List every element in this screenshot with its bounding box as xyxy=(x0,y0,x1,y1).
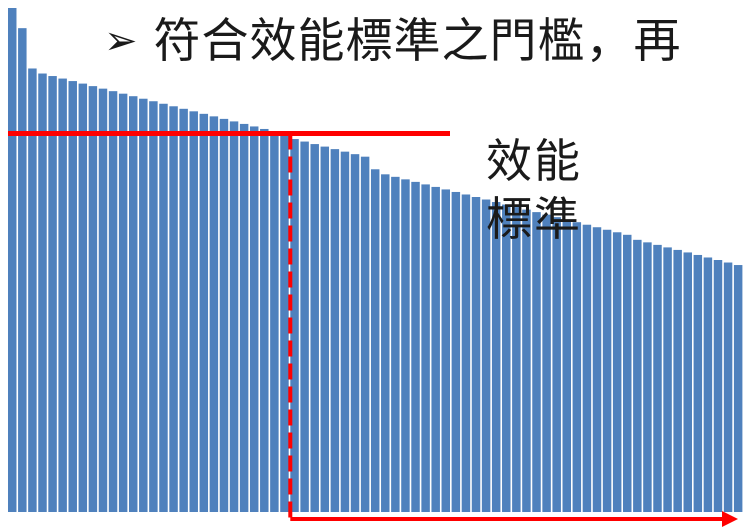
bar xyxy=(270,131,279,513)
bar xyxy=(139,98,148,512)
bar xyxy=(88,86,98,513)
bar xyxy=(118,93,128,513)
bar xyxy=(78,83,88,512)
bar xyxy=(260,128,269,512)
bar xyxy=(713,260,723,512)
headline: ➢ 符合效能標準之門檻，再 xyxy=(104,6,682,76)
bar xyxy=(733,265,743,512)
bar xyxy=(703,257,713,512)
bar xyxy=(421,184,430,512)
bar xyxy=(58,78,67,512)
bar xyxy=(411,181,420,512)
bar xyxy=(98,88,108,512)
bar xyxy=(572,222,582,512)
bar xyxy=(209,116,219,513)
bar xyxy=(643,242,652,513)
bar xyxy=(502,204,511,512)
bar xyxy=(199,113,209,512)
bar xyxy=(441,189,451,512)
bar xyxy=(149,101,158,513)
bar xyxy=(481,199,491,512)
bar xyxy=(633,239,642,512)
bar xyxy=(370,169,380,512)
bar xyxy=(653,244,662,512)
bar xyxy=(542,214,551,512)
bar xyxy=(512,207,521,512)
bar xyxy=(330,149,340,512)
bar xyxy=(300,141,309,512)
bar xyxy=(451,191,461,512)
bar xyxy=(602,229,612,512)
bar xyxy=(471,197,481,512)
bar xyxy=(360,156,370,512)
bar xyxy=(673,249,682,513)
bar xyxy=(229,121,239,513)
bar xyxy=(350,154,360,512)
bar xyxy=(38,73,47,513)
bar xyxy=(582,224,592,512)
bar xyxy=(310,144,319,512)
bar xyxy=(159,103,168,512)
headline-text: 符合效能標準之門檻，再 xyxy=(153,13,682,69)
bar xyxy=(431,186,440,513)
bar xyxy=(189,111,198,512)
standard-label-line1: 效能 xyxy=(486,134,582,188)
bar xyxy=(391,176,400,512)
bar xyxy=(612,232,622,512)
bar xyxy=(683,252,692,512)
bar xyxy=(562,219,571,512)
bar xyxy=(623,234,632,513)
bar xyxy=(381,174,390,512)
bar xyxy=(108,91,118,512)
standard-label-line2: 標準 xyxy=(486,192,582,246)
bar xyxy=(592,227,602,513)
bar xyxy=(723,262,733,512)
bar xyxy=(320,146,330,512)
bar xyxy=(401,179,410,513)
bar xyxy=(663,247,672,512)
bar xyxy=(280,134,289,512)
bar xyxy=(552,217,561,512)
bar xyxy=(68,81,77,512)
bar xyxy=(8,8,17,512)
bar xyxy=(340,151,350,512)
bar xyxy=(219,118,229,512)
bar xyxy=(28,68,37,512)
bar xyxy=(522,209,531,512)
bar xyxy=(290,139,299,513)
bar xyxy=(461,194,471,513)
bar xyxy=(179,108,188,513)
bar xyxy=(128,96,138,512)
bar xyxy=(48,76,57,512)
arrow-head-icon xyxy=(722,511,738,527)
bar xyxy=(18,28,27,512)
bar xyxy=(169,106,178,512)
bar xyxy=(532,212,541,512)
bar xyxy=(239,123,249,513)
arrow-bullet-icon: ➢ xyxy=(104,18,138,64)
bar xyxy=(693,254,703,512)
bar xyxy=(249,126,259,512)
bar xyxy=(491,202,501,513)
standard-label: 效能 標準 xyxy=(486,132,582,248)
